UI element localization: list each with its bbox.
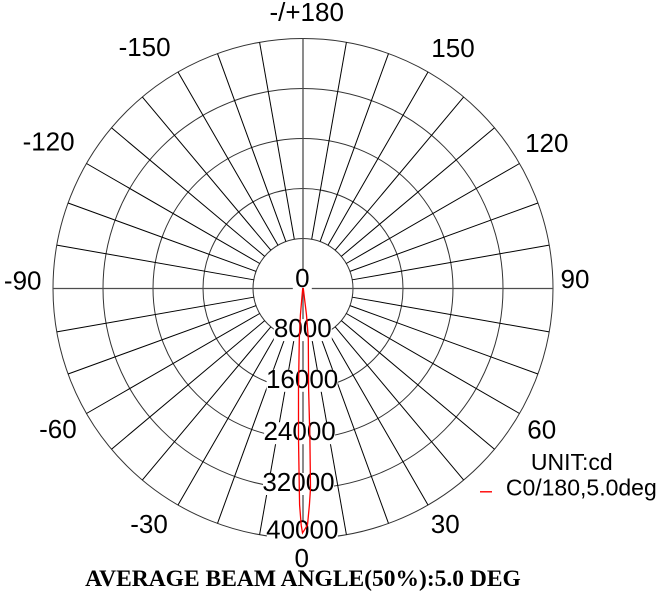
svg-text:-120: -120 <box>23 127 75 157</box>
svg-text:-150: -150 <box>119 32 171 62</box>
svg-text:-/+180: -/+180 <box>269 0 343 27</box>
svg-text:30: 30 <box>431 509 460 539</box>
svg-text:-90: -90 <box>4 266 42 296</box>
svg-text:60: 60 <box>527 415 556 445</box>
svg-text:UNIT:cd: UNIT:cd <box>531 449 613 475</box>
svg-text:24000: 24000 <box>263 416 335 446</box>
svg-text:120: 120 <box>525 128 568 158</box>
svg-text:C0/180,5.0deg: C0/180,5.0deg <box>506 475 657 501</box>
svg-text:-30: -30 <box>130 509 168 539</box>
svg-text:8000: 8000 <box>274 313 332 343</box>
svg-text:150: 150 <box>431 33 474 63</box>
svg-text:-60: -60 <box>39 414 77 444</box>
svg-text:90: 90 <box>561 264 590 294</box>
svg-text:AVERAGE BEAM ANGLE(50%):5.0 DE: AVERAGE BEAM ANGLE(50%):5.0 DEG <box>85 566 521 592</box>
svg-text:16000: 16000 <box>266 364 338 394</box>
